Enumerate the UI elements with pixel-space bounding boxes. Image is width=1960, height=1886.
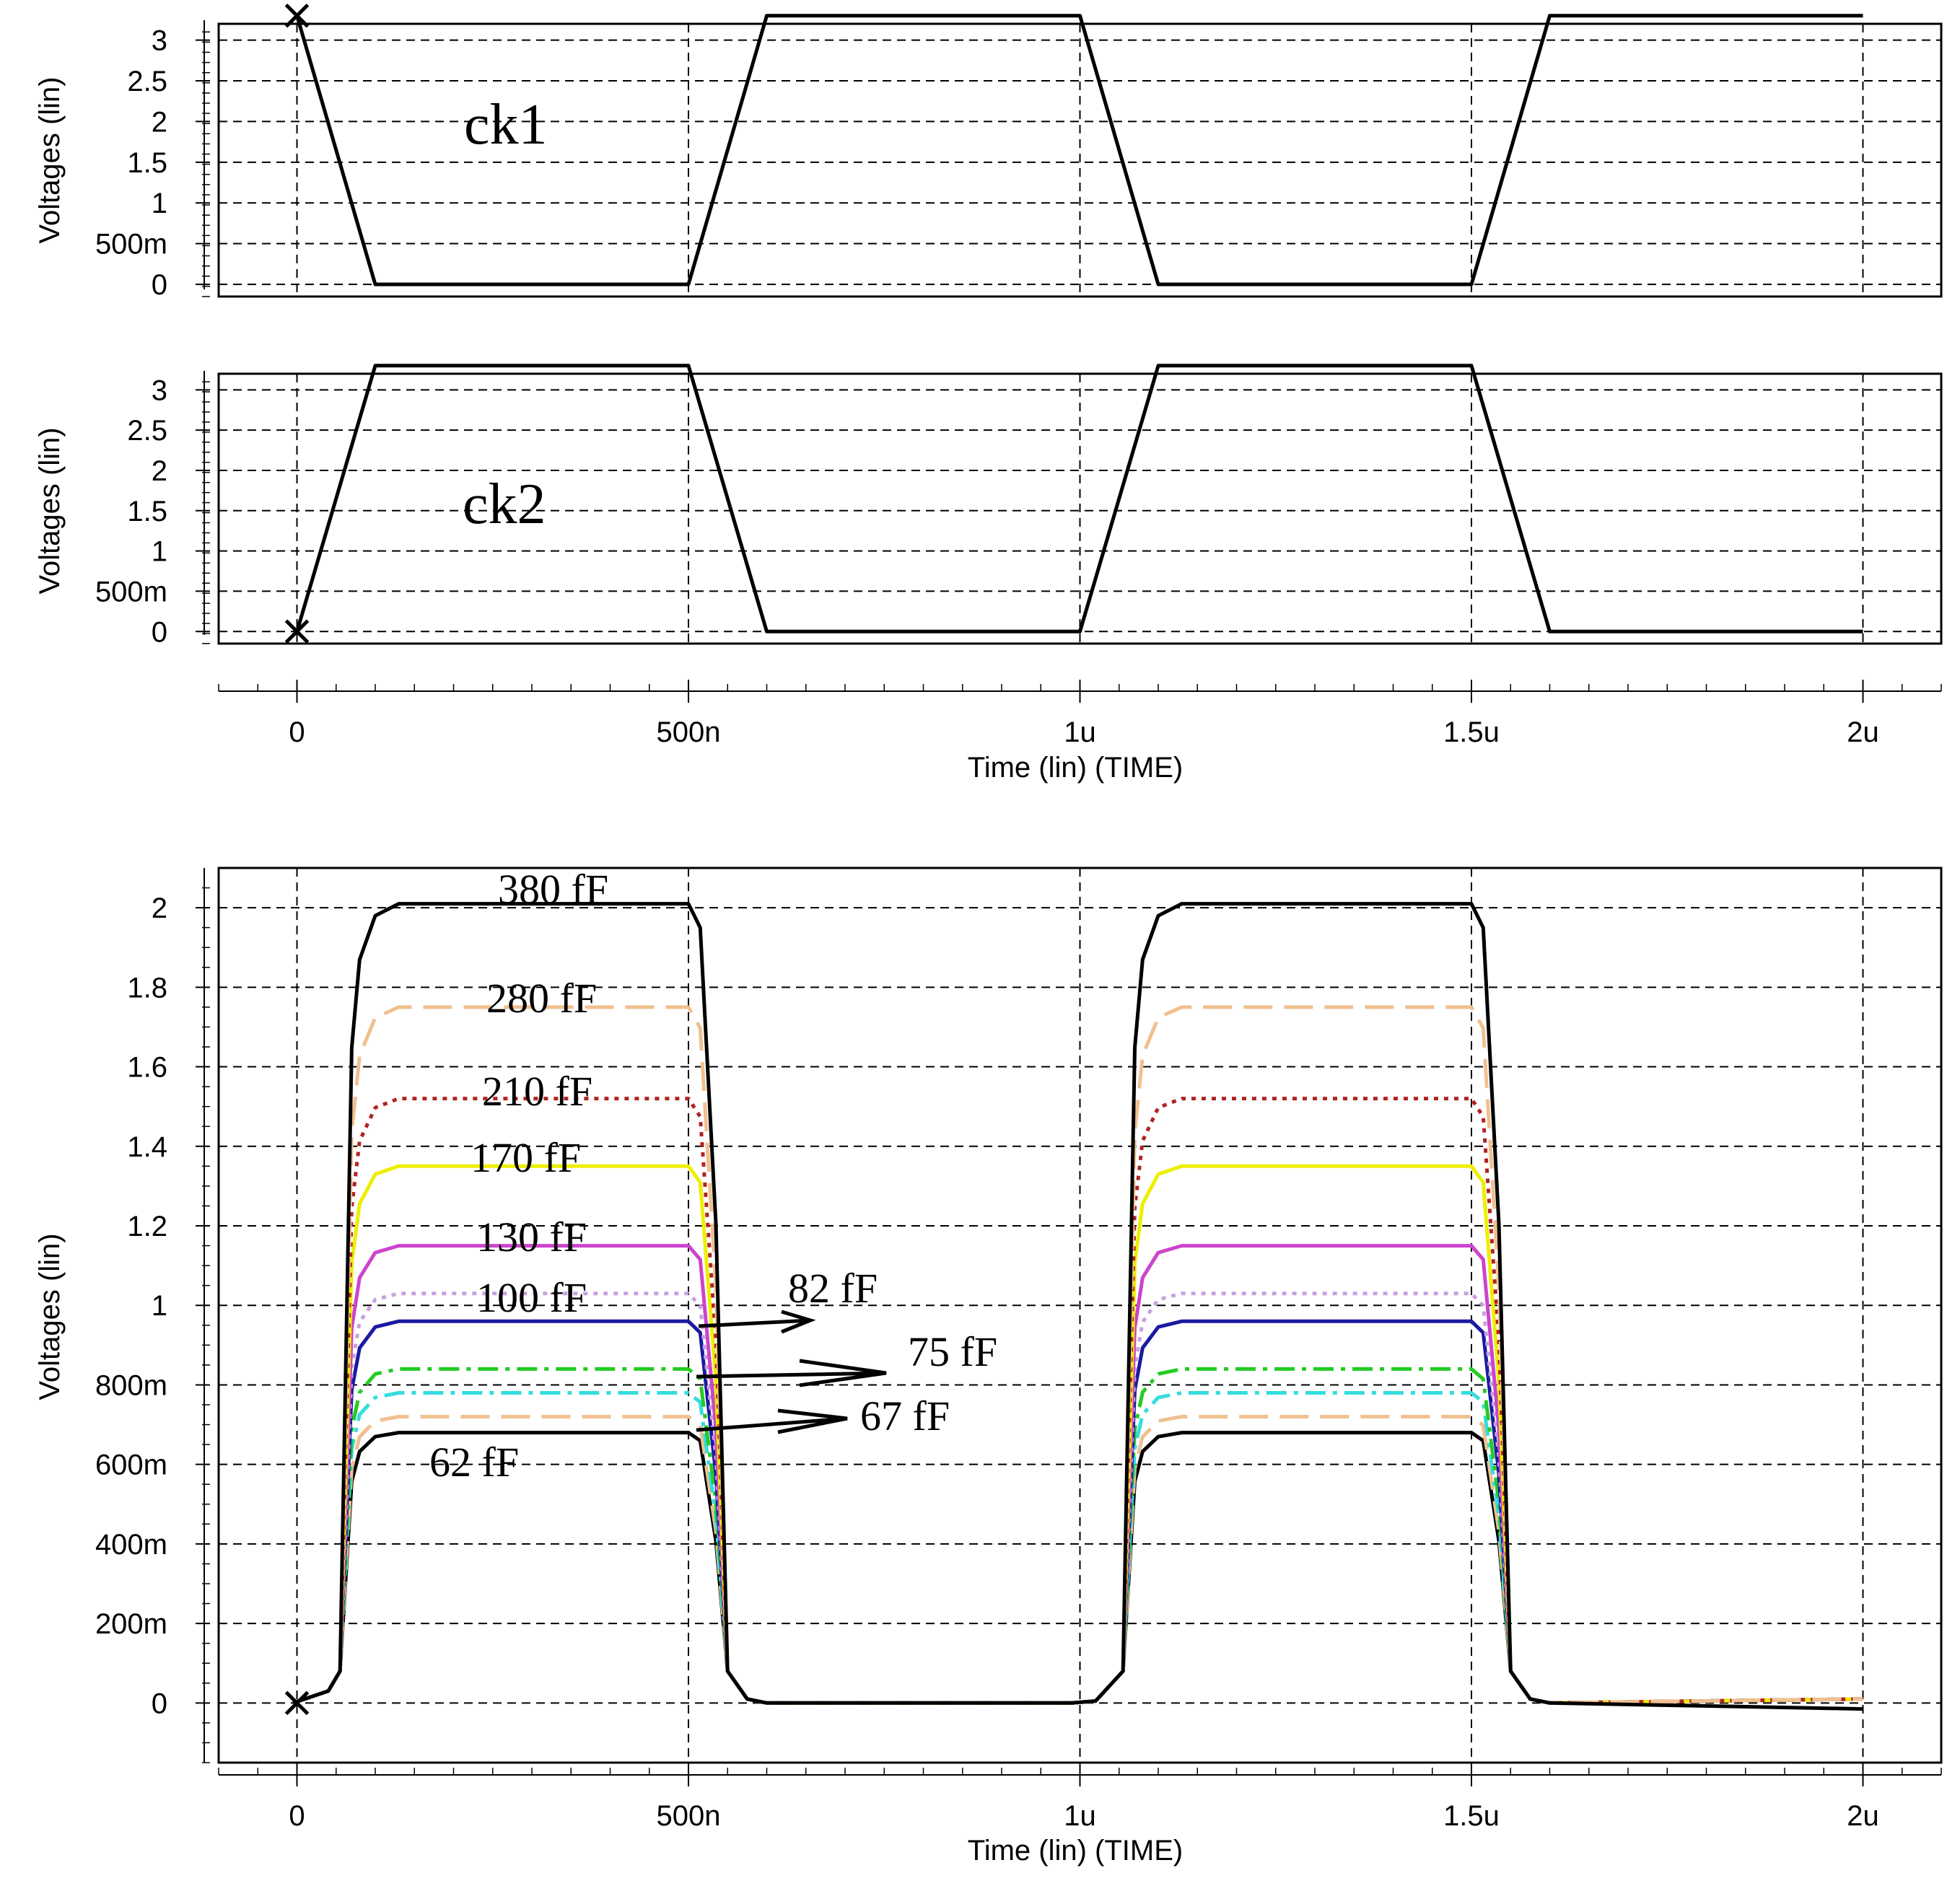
output-series (284, 902, 1863, 1716)
time-axis-top-title: Time (lin) (TIME) (968, 752, 1183, 784)
ck2-y-tick-label: 3 (152, 374, 167, 406)
ck1-y-tick-label: 2.5 (127, 66, 167, 97)
output-curve-280ff (292, 1005, 1863, 1705)
ck1-y-ticks: 3 2.5 2 1.5 1 500m 0 (95, 25, 210, 301)
output-y-tick-label: 200m (95, 1608, 167, 1640)
time-axis-top: 0 500n 1u 1.5u 2u Time (lin) (TIME) (218, 680, 1942, 784)
output-y-tick-label: 600m (95, 1449, 167, 1481)
output-start-marker (284, 1690, 310, 1716)
output-curve-210ff (292, 1097, 1863, 1705)
output-curve-100ff (292, 1291, 1863, 1705)
label-210ff: 210 fF (482, 1068, 592, 1115)
output-y-tick-label: 1.8 (127, 972, 167, 1004)
label-82ff: 82 fF (788, 1265, 878, 1312)
time-axis-bottom-tick-label: 500n (657, 1800, 721, 1832)
ck2-waveform (295, 364, 1863, 633)
ck1-waveform (295, 14, 1863, 286)
ck2-start-marker (284, 619, 310, 644)
ck1-label: ck1 (464, 93, 548, 157)
ck2-y-ticks: 3 2.5 2 1.5 1 500m 0 (95, 374, 210, 648)
time-axis-top-tick-label: 2u (1847, 716, 1879, 748)
output-y-ticks: 2 1.8 1.6 1.4 1.2 1 800m 600m 400m 200m 0 (95, 887, 210, 1763)
time-axis-top-tick-label: 500n (657, 716, 721, 748)
time-axis-bottom-tick-label: 1u (1064, 1800, 1096, 1832)
output-curve-82ff (292, 1319, 1863, 1705)
time-axis-top-ticks: 0 500n 1u 1.5u 2u (218, 680, 1942, 748)
time-axis-bottom-tick-label: 1.5u (1443, 1800, 1500, 1832)
output-curve-75ff (292, 1367, 1863, 1705)
time-axis-bottom: 0 500n 1u 1.5u 2u Time (lin) (TIME) (218, 1763, 1942, 1867)
arrow-67ff (696, 1408, 848, 1434)
time-axis-top-tick-label: 0 (289, 716, 305, 748)
capacitance-labels: 380 fF 280 fF 210 fF 170 fF 130 fF 100 f… (429, 866, 997, 1486)
ck1-series (284, 3, 1863, 286)
ck1-y-tick-label: 3 (152, 25, 167, 57)
ck2-y-tick-label: 1.5 (127, 496, 167, 527)
output-y-tick-label: 1.2 (127, 1211, 167, 1242)
ck1-y-axis-title: Voltages (lin) (34, 76, 66, 243)
label-67ff: 67 fF (860, 1392, 950, 1439)
ck2-y-tick-label: 1 (152, 536, 167, 568)
time-axis-top-tick-label: 1u (1064, 716, 1096, 748)
ck2-y-tick-label: 2.5 (127, 415, 167, 447)
ck1-y-tick-label: 500m (95, 229, 167, 260)
time-axis-bottom-title: Time (lin) (TIME) (968, 1835, 1183, 1867)
output-y-tick-label: 800m (95, 1369, 167, 1401)
ck2-y-tick-label: 500m (95, 576, 167, 608)
output-y-tick-label: 400m (95, 1529, 167, 1561)
arrow-82ff (698, 1310, 816, 1334)
time-axis-bottom-ticks: 0 500n 1u 1.5u 2u (218, 1763, 1942, 1832)
time-axis-bottom-tick-label: 0 (289, 1800, 305, 1832)
time-axis-bottom-tick-label: 2u (1847, 1800, 1879, 1832)
output-curve-380ff (292, 902, 1863, 1711)
ck2-label: ck2 (463, 473, 546, 536)
output-curve-62ff (292, 1431, 1863, 1705)
output-y-tick-label: 0 (152, 1688, 167, 1719)
ck2-y-axis-title: Voltages (lin) (34, 427, 66, 594)
output-y-axis-title: Voltages (lin) (34, 1233, 66, 1400)
ck1-panel: 3 2.5 2 1.5 1 500m 0 Voltages (lin) ck1 (34, 3, 1943, 301)
output-y-tick-label: 1.6 (127, 1052, 167, 1084)
ck2-y-tick-label: 2 (152, 455, 167, 487)
ck1-y-tick-label: 1 (152, 188, 167, 219)
label-170ff: 170 fF (471, 1134, 581, 1181)
label-130ff: 130 fF (476, 1214, 587, 1260)
ck2-series (284, 364, 1863, 644)
output-y-tick-label: 1.4 (127, 1131, 167, 1163)
output-curve-67ff (292, 1391, 1863, 1705)
ck1-y-tick-label: 1.5 (127, 147, 167, 179)
output-curve-65ff (292, 1415, 1863, 1705)
label-75ff: 75 fF (908, 1328, 997, 1375)
label-380ff: 380 fF (498, 866, 608, 913)
label-100ff: 100 fF (476, 1274, 587, 1321)
ck1-start-marker (284, 3, 310, 28)
ck1-y-tick-label: 0 (152, 269, 167, 301)
label-280ff: 280 fF (486, 975, 597, 1022)
output-panel: 2 1.8 1.6 1.4 1.2 1 800m 600m 400m 200m 0 Voltages… (34, 866, 1943, 1764)
output-y-tick-label: 2 (152, 892, 167, 924)
output-y-tick-label: 1 (152, 1290, 167, 1322)
ck1-y-tick-label: 2 (152, 106, 167, 138)
annotation-arrows (696, 1310, 887, 1434)
ck2-y-tick-label: 0 (152, 616, 167, 648)
ck1-grid (219, 24, 1941, 297)
time-axis-top-tick-label: 1.5u (1443, 716, 1500, 748)
ck2-panel: 3 2.5 2 1.5 1 500m 0 Voltages (lin) ck2 (34, 364, 1943, 648)
arrow-75ff (696, 1359, 887, 1387)
label-62ff: 62 fF (429, 1439, 519, 1486)
